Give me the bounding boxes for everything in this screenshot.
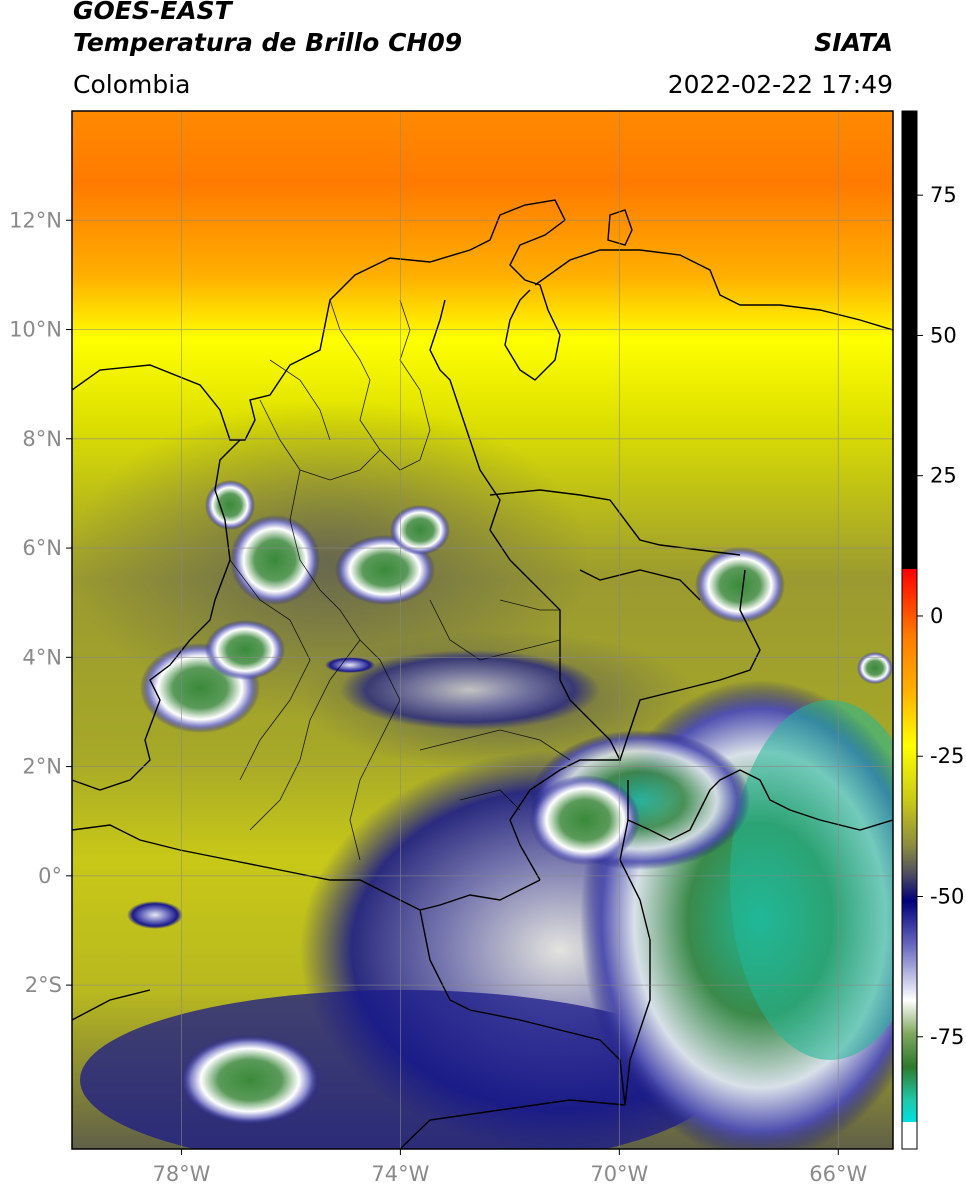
colorbar-tick-label: -75 xyxy=(930,1025,964,1049)
lon-tick-label: 66°W xyxy=(809,1162,867,1186)
colorbar-frame xyxy=(901,110,918,1150)
latitude-axis: 12°N 10°N 8°N 6°N 4°N 2°N 0° 2°S xyxy=(9,208,72,997)
colorbar-tick-label: 50 xyxy=(930,323,957,347)
lat-tick-label: 0° xyxy=(38,864,62,888)
lat-tick-label: 10°N xyxy=(9,318,62,342)
colorbar-gradient xyxy=(902,569,917,1122)
lon-tick-label: 74°W xyxy=(371,1162,429,1186)
colorbar-tick-label: 75 xyxy=(930,183,957,207)
lat-tick-label: 4°N xyxy=(22,645,62,669)
colorbar-tick-label: 25 xyxy=(930,464,957,488)
lat-tick-label: 12°N xyxy=(9,208,62,232)
lon-tick-label: 70°W xyxy=(590,1162,648,1186)
satellite-title: GOES-EAST xyxy=(73,0,232,25)
colorbar-tick-label: -50 xyxy=(930,885,964,909)
product-title: Temperatura de Brillo CH09 xyxy=(73,28,463,57)
colorbar-bottom-segment xyxy=(902,1122,917,1149)
lat-tick-label: 6°N xyxy=(22,536,62,560)
colorbar-tick-label: 0 xyxy=(930,604,943,628)
colorbar-tick-label: -25 xyxy=(930,744,964,768)
lon-tick-label: 78°W xyxy=(152,1162,210,1186)
source-label: SIATA xyxy=(814,28,893,57)
region-label: Colombia xyxy=(73,70,191,99)
department-borders xyxy=(229,299,571,861)
lat-tick-label: 8°N xyxy=(22,427,62,451)
colorbar-top-segment xyxy=(902,111,917,569)
longitude-axis: 78°W 74°W 70°W 66°W xyxy=(152,1149,867,1186)
lat-tick-label: 2°N xyxy=(22,755,62,779)
brightness-temperature-image xyxy=(72,111,893,1149)
lat-tick-label: 2°S xyxy=(25,973,62,997)
coastlines-borders xyxy=(72,199,893,1149)
colorbar: 75 50 25 0 -25 -50 -75 xyxy=(901,110,964,1150)
gridlines xyxy=(72,111,893,1149)
datetime-label: 2022-02-22 17:49 xyxy=(667,70,893,99)
map-frame xyxy=(71,110,894,1150)
